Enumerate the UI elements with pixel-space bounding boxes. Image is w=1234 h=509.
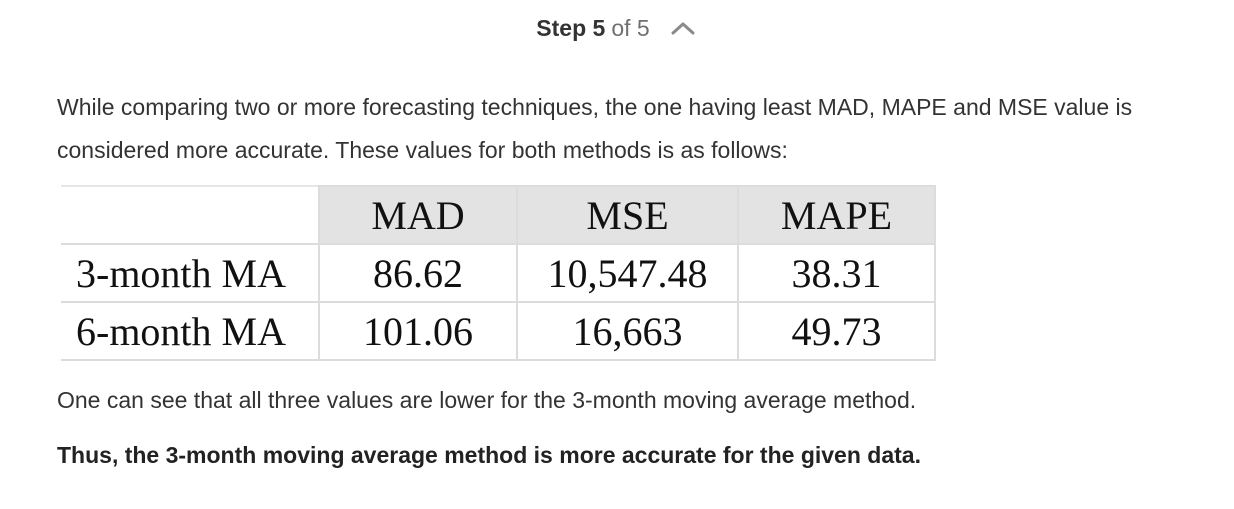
- step-total-label: of 5: [611, 15, 650, 41]
- table-header-row: MAD MSE MAPE: [61, 185, 936, 245]
- chevron-up-icon[interactable]: [668, 14, 698, 42]
- table-cell-6-month-mad: 101.06: [318, 301, 518, 361]
- final-statement: Thus, the 3-month moving average method …: [57, 442, 921, 468]
- table-header-mape: MAPE: [737, 185, 936, 245]
- table-row: 3-month MA 86.62 10,547.48 38.31: [61, 243, 936, 303]
- step-current-label: Step 5: [536, 15, 606, 41]
- step-header: Step 5 of 5: [0, 14, 1234, 42]
- row-label-3-month: 3-month MA: [61, 243, 320, 303]
- comparison-table: MAD MSE MAPE 3-month MA 86.62 10,547.48 …: [61, 185, 936, 361]
- table-cell-3-month-mad: 86.62: [318, 243, 518, 303]
- intro-paragraph: While comparing two or more forecasting …: [57, 94, 1133, 163]
- table-cell-6-month-mse: 16,663: [516, 301, 739, 361]
- row-label-6-month: 6-month MA: [61, 301, 320, 361]
- table-cell-3-month-mape: 38.31: [737, 243, 936, 303]
- table-cell-6-month-mape: 49.73: [737, 301, 936, 361]
- table-header-mse: MSE: [516, 185, 739, 245]
- table-cell-3-month-mse: 10,547.48: [516, 243, 739, 303]
- table-row: 6-month MA 101.06 16,663 49.73: [61, 301, 936, 361]
- conclusion-paragraph: One can see that all three values are lo…: [57, 387, 917, 413]
- table-corner-cell: [61, 185, 320, 245]
- table-header-mad: MAD: [318, 185, 518, 245]
